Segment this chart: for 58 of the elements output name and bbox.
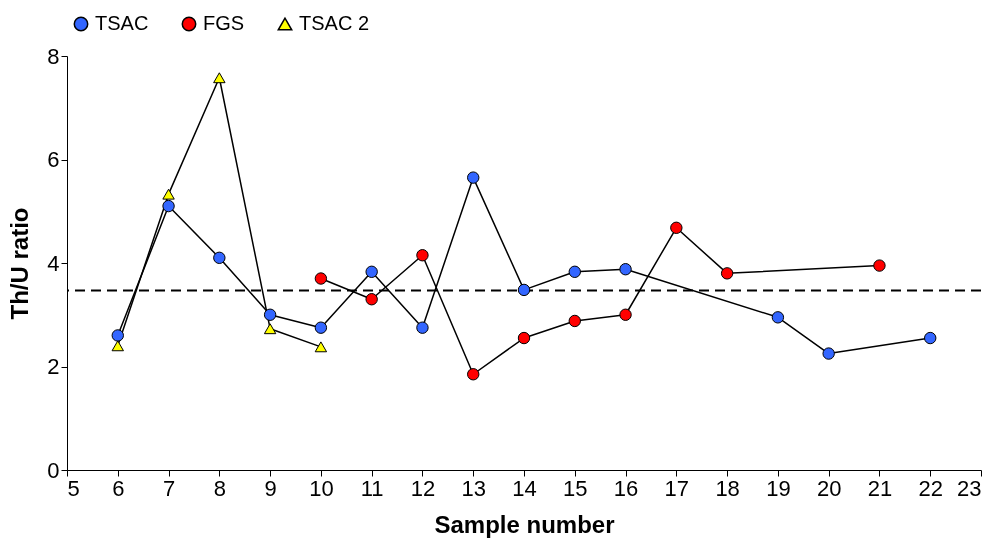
x-tick-label: 9 <box>264 475 277 501</box>
point <box>467 368 480 381</box>
x-tick-label: 5 <box>67 475 80 501</box>
x-tick-label: 8 <box>213 475 226 501</box>
x-tick-label: 20 <box>816 475 842 501</box>
point <box>619 263 632 276</box>
point <box>111 329 124 342</box>
point <box>365 293 378 306</box>
point <box>263 308 277 321</box>
x-tick-label: 18 <box>715 475 740 501</box>
point <box>162 199 175 213</box>
point <box>314 321 328 334</box>
x-tick-label: 22 <box>918 475 943 501</box>
point <box>822 347 835 360</box>
x-tick-label: 19 <box>766 475 791 501</box>
point <box>416 321 429 334</box>
point <box>314 341 328 353</box>
x-axis-title: Sample number <box>434 510 615 538</box>
x-tick-label: 10 <box>309 475 334 501</box>
y-tick-label: 8 <box>47 43 60 69</box>
y-tick-label: 2 <box>47 354 60 379</box>
point <box>213 251 226 265</box>
y-tick-label: 4 <box>47 250 60 276</box>
point <box>771 311 785 324</box>
x-tick-label: 6 <box>112 475 125 501</box>
point <box>924 331 937 345</box>
x-tick-label: 21 <box>867 475 893 501</box>
x-tick-label: 23 <box>957 475 982 501</box>
point <box>568 314 581 328</box>
point <box>619 308 632 321</box>
point <box>720 267 734 280</box>
point <box>263 323 277 335</box>
x-tick-label: 16 <box>613 475 639 501</box>
x-tick-label: 7 <box>162 475 176 501</box>
point <box>314 272 328 285</box>
point <box>365 265 378 278</box>
x-tick-label: 17 <box>664 475 690 501</box>
point <box>670 221 683 234</box>
legend-label: FGS <box>203 12 245 34</box>
legend-label: TSAC <box>95 12 149 34</box>
point <box>873 259 886 272</box>
x-tick-label: 15 <box>563 475 588 501</box>
point <box>213 72 226 84</box>
point <box>467 171 480 184</box>
point <box>517 283 531 297</box>
point <box>517 331 531 345</box>
x-tick-label: 11 <box>360 475 384 501</box>
point <box>162 188 175 200</box>
y-tick-label: 0 <box>47 457 60 483</box>
x-tick-label: 13 <box>461 475 486 501</box>
y-axis-title: Th/U ratio <box>6 207 34 320</box>
y-tick-label: 6 <box>47 147 60 172</box>
x-tick-label: 14 <box>512 475 537 501</box>
legend-label: TSAC 2 <box>299 12 370 34</box>
point <box>111 340 124 352</box>
x-tick-label: 12 <box>410 475 436 501</box>
point <box>416 249 429 262</box>
point <box>568 265 581 278</box>
